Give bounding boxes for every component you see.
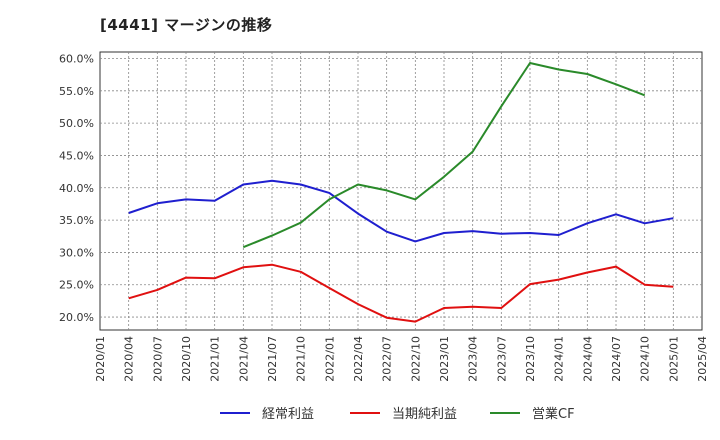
x-tick-label: 2024/01	[553, 336, 566, 382]
x-tick-label: 2023/10	[524, 336, 537, 382]
x-tick-label: 2020/07	[151, 336, 164, 382]
x-tick-label: 2021/07	[266, 336, 279, 382]
x-tick-label: 2020/01	[94, 336, 107, 382]
y-tick-label: 40.0%	[59, 182, 94, 195]
series-line-当期純利益	[128, 263, 674, 323]
x-tick-label: 2021/10	[295, 336, 308, 382]
y-tick-label: 45.0%	[59, 149, 94, 162]
x-tick-label: 2022/10	[409, 336, 422, 382]
x-tick-label: 2024/04	[581, 336, 594, 382]
legend-label: 経常利益	[262, 407, 314, 422]
x-tick-label: 2024/07	[610, 336, 623, 382]
x-tick-label: 2025/01	[667, 336, 680, 382]
x-tick-label: 2022/01	[323, 336, 336, 382]
y-tick-label: 30.0%	[59, 246, 94, 259]
chart-title: [4441] マージンの推移	[100, 16, 273, 34]
x-tick-label: 2023/04	[467, 336, 480, 382]
y-tick-label: 50.0%	[59, 117, 94, 130]
x-tick-label: 2021/01	[209, 336, 222, 382]
y-tick-label: 25.0%	[59, 279, 94, 292]
x-tick-label: 2023/07	[495, 336, 508, 382]
x-tick-label: 2021/04	[237, 336, 250, 382]
legend-label: 営業CF	[532, 406, 575, 422]
x-tick-label: 2022/07	[381, 336, 394, 382]
x-tick-label: 2025/04	[696, 336, 709, 382]
legend-label: 当期純利益	[392, 407, 457, 422]
series-line-経常利益	[128, 179, 674, 243]
plot-area	[99, 51, 703, 331]
x-tick-label: 2020/04	[123, 336, 136, 382]
x-tick-label: 2022/04	[352, 336, 365, 382]
y-tick-label: 55.0%	[59, 85, 94, 98]
x-tick-label: 2023/01	[438, 336, 451, 382]
y-tick-label: 60.0%	[59, 52, 94, 65]
y-tick-label: 35.0%	[59, 214, 94, 227]
y-tick-label: 20.0%	[59, 311, 94, 324]
x-tick-label: 2020/10	[180, 336, 193, 382]
series-line-営業CF	[242, 62, 646, 249]
x-tick-label: 2024/10	[639, 336, 652, 382]
